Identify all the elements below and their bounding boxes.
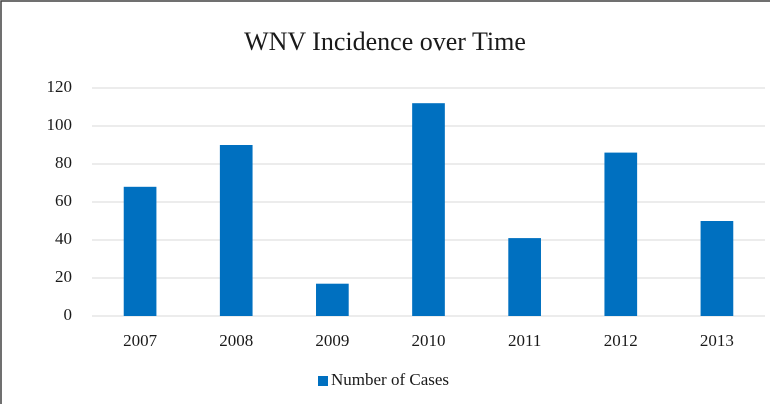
- bar: [604, 152, 638, 316]
- bar: [700, 221, 734, 316]
- x-tick-label: 2010: [412, 331, 446, 350]
- bar: [123, 186, 157, 316]
- y-tick-label: 40: [55, 229, 72, 248]
- x-tick-label: 2013: [700, 331, 734, 350]
- bar: [316, 283, 349, 316]
- y-tick-label: 60: [55, 191, 72, 210]
- x-tick-label: 2011: [508, 331, 541, 350]
- bar: [412, 103, 445, 316]
- y-tick-label: 0: [64, 305, 73, 324]
- legend-swatch: [318, 376, 328, 386]
- y-tick-label: 20: [55, 267, 72, 286]
- x-tick-label: 2008: [219, 331, 253, 350]
- bar: [508, 238, 541, 316]
- y-tick-label: 100: [47, 115, 73, 134]
- x-tick-label: 2009: [315, 331, 349, 350]
- bar: [219, 145, 253, 316]
- legend-label: Number of Cases: [331, 370, 449, 389]
- y-tick-label: 80: [55, 153, 72, 172]
- x-tick-label: 2012: [604, 331, 638, 350]
- chart-title: WNV Incidence over Time: [244, 27, 526, 56]
- y-tick-label: 120: [47, 77, 73, 96]
- x-tick-label: 2007: [123, 331, 158, 350]
